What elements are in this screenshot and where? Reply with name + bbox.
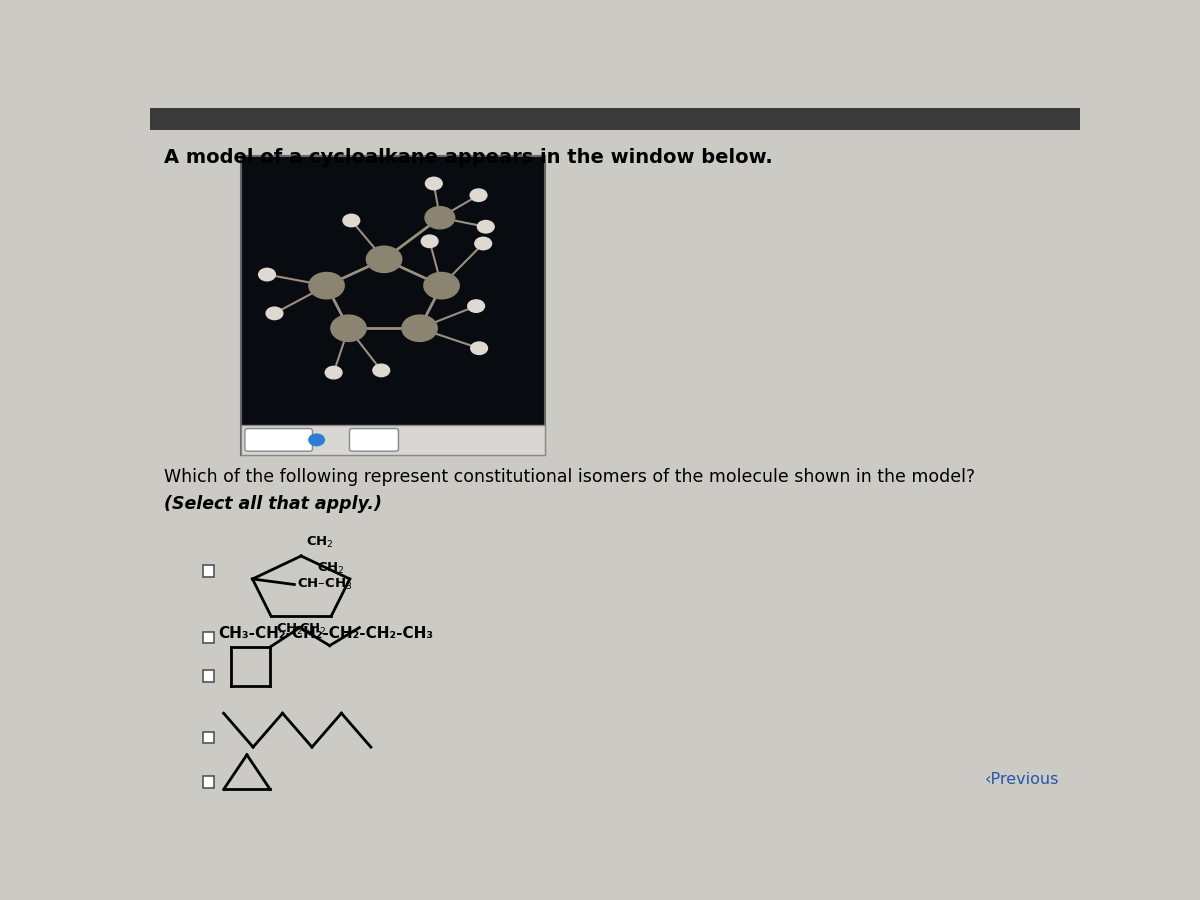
FancyBboxPatch shape: [241, 156, 545, 454]
Text: [Review Topics]: [Review Topics]: [503, 112, 606, 125]
FancyBboxPatch shape: [349, 428, 398, 451]
Circle shape: [470, 342, 487, 355]
Circle shape: [308, 434, 324, 446]
Text: CH$_2$: CH$_2$: [317, 561, 346, 575]
Circle shape: [343, 214, 360, 227]
Text: labels: labels: [358, 435, 390, 445]
Text: CH$_2$: CH$_2$: [276, 622, 304, 637]
Circle shape: [425, 207, 455, 229]
Text: (Select all that apply.): (Select all that apply.): [164, 494, 382, 512]
FancyBboxPatch shape: [245, 428, 312, 451]
Circle shape: [259, 268, 276, 281]
FancyBboxPatch shape: [150, 108, 1080, 130]
Text: +: +: [337, 431, 352, 449]
FancyBboxPatch shape: [203, 632, 215, 644]
Circle shape: [478, 220, 494, 233]
Circle shape: [373, 364, 390, 376]
Circle shape: [325, 366, 342, 379]
Circle shape: [331, 315, 366, 341]
Text: –: –: [328, 431, 336, 449]
Circle shape: [470, 189, 487, 202]
FancyBboxPatch shape: [203, 777, 215, 788]
Circle shape: [366, 246, 402, 273]
Text: Which of the following represent constitutional isomers of the molecule shown in: Which of the following represent constit…: [164, 468, 976, 486]
Text: CH–CH$_3$: CH–CH$_3$: [298, 577, 353, 592]
Text: ‹Previous: ‹Previous: [985, 772, 1060, 788]
Circle shape: [475, 238, 492, 249]
Circle shape: [468, 300, 485, 312]
Circle shape: [308, 273, 344, 299]
FancyBboxPatch shape: [203, 670, 215, 681]
Text: ball & stick: ball & stick: [247, 435, 310, 445]
FancyBboxPatch shape: [203, 732, 215, 743]
Text: CH$_2$: CH$_2$: [306, 536, 334, 551]
Circle shape: [421, 235, 438, 248]
Text: CH₃-CH₂-CH₂-CH₂-CH₂-CH₃: CH₃-CH₂-CH₂-CH₂-CH₂-CH₃: [218, 626, 433, 642]
FancyBboxPatch shape: [241, 425, 545, 454]
Circle shape: [426, 177, 442, 190]
Circle shape: [402, 315, 437, 341]
Text: CH$_2$: CH$_2$: [299, 622, 326, 637]
Circle shape: [266, 307, 283, 320]
Text: [References]: [References]: [661, 112, 745, 125]
Text: A model of a cycloalkane appears in the window below.: A model of a cycloalkane appears in the …: [164, 148, 773, 167]
Circle shape: [424, 273, 460, 299]
FancyBboxPatch shape: [203, 565, 215, 577]
